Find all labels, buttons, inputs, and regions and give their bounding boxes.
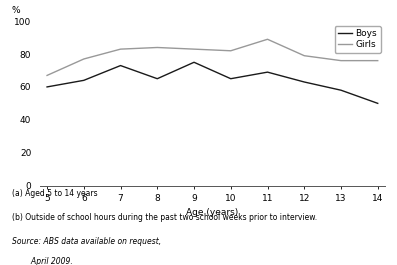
Boys	[265, 70, 270, 74]
Boys	[302, 80, 306, 83]
Girls	[375, 59, 380, 62]
Girls	[192, 47, 197, 51]
Boys	[118, 64, 123, 67]
Text: (a) Aged 5 to 14 years: (a) Aged 5 to 14 years	[12, 189, 98, 198]
Line: Boys: Boys	[47, 62, 378, 103]
Y-axis label: %: %	[11, 6, 20, 15]
Boys	[81, 79, 86, 82]
Girls	[45, 74, 50, 77]
Boys	[339, 89, 343, 92]
Line: Girls: Girls	[47, 39, 378, 76]
Boys	[375, 102, 380, 105]
Text: (b) Outside of school hours during the past two school weeks prior to interview.: (b) Outside of school hours during the p…	[12, 213, 317, 222]
Girls	[81, 58, 86, 61]
Girls	[155, 46, 160, 49]
Legend: Boys, Girls: Boys, Girls	[335, 26, 381, 53]
X-axis label: Age (years): Age (years)	[186, 208, 239, 217]
Boys	[228, 77, 233, 80]
Boys	[45, 85, 50, 89]
Girls	[118, 47, 123, 51]
Girls	[302, 54, 306, 57]
Text: Source: ABS data available on request,: Source: ABS data available on request,	[12, 237, 164, 246]
Boys	[192, 61, 197, 64]
Boys	[155, 77, 160, 80]
Girls	[339, 59, 343, 62]
Girls	[265, 38, 270, 41]
Girls	[228, 49, 233, 52]
Text: April 2009.: April 2009.	[12, 257, 73, 265]
